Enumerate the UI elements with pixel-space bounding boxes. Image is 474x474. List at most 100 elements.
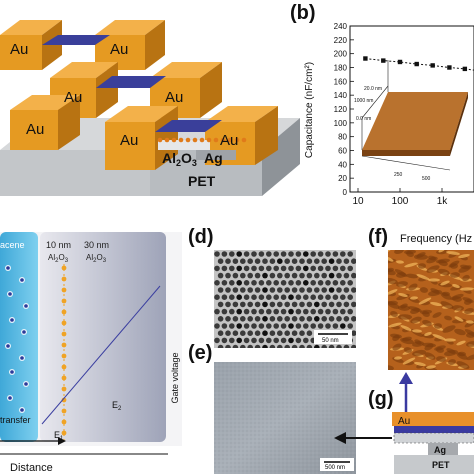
nanoparticle <box>314 301 320 308</box>
nanoparticle-dot <box>61 331 67 337</box>
nanoparticle <box>317 294 324 300</box>
nanoparticle <box>343 301 350 308</box>
nanoparticle <box>284 344 290 348</box>
nanoparticle <box>243 280 250 286</box>
oxide-10nm-material: Al2O3 <box>48 253 69 264</box>
au-electrode-left <box>392 412 410 426</box>
ag-gate <box>196 150 236 160</box>
nanoparticle <box>328 344 335 348</box>
nanoparticle <box>243 294 250 300</box>
nanoparticle <box>236 337 242 344</box>
y-tick-label: 80 <box>338 133 347 142</box>
carrier <box>20 408 24 412</box>
afm-grain <box>464 329 474 337</box>
nanoparticle <box>273 337 279 344</box>
dielectric-layer <box>393 432 474 444</box>
nanoparticle-dots <box>61 265 67 436</box>
nanoparticle <box>299 301 305 308</box>
y-tick-label: 140 <box>334 91 348 100</box>
nanoparticle <box>306 258 313 264</box>
afm-grain <box>414 339 422 345</box>
nanoparticle <box>251 308 257 315</box>
au-electrode-right <box>392 412 474 426</box>
au-pad-back-right <box>95 20 165 70</box>
nanoparticle <box>280 323 287 329</box>
nanoparticle <box>266 308 272 315</box>
nanoparticle <box>247 258 253 264</box>
afm-grain <box>408 306 422 312</box>
data-point <box>363 56 368 61</box>
afm-grain <box>438 268 450 276</box>
nanoparticle <box>243 265 250 272</box>
nanoparticle <box>351 301 356 308</box>
nanoparticle <box>273 280 279 286</box>
panel-label-e: (e) <box>188 342 213 364</box>
gate-voltage-label: Gate voltage <box>170 352 180 403</box>
nanoparticle <box>295 280 302 286</box>
carrier <box>20 278 24 282</box>
nanoparticle <box>217 287 224 293</box>
afm-grain <box>408 283 418 291</box>
afm-grain <box>400 325 412 331</box>
nanoparticle <box>277 272 283 279</box>
afm-grain <box>462 297 474 303</box>
afm-grain <box>388 322 402 328</box>
afm-grain <box>394 250 404 255</box>
transfer-arrow-head <box>58 437 66 445</box>
carrier <box>10 318 14 322</box>
afm-grain <box>414 361 426 367</box>
nanoparticle <box>247 330 253 336</box>
nanoparticle <box>310 308 316 315</box>
e1-label: E1 <box>54 430 64 442</box>
afm-grain <box>398 292 408 298</box>
nanoparticle <box>317 308 324 315</box>
afm-grain <box>448 260 460 268</box>
nanoparticle <box>217 316 224 322</box>
nanoparticle <box>351 344 356 348</box>
data-point <box>462 66 468 72</box>
nanoparticle <box>332 265 339 272</box>
nanoparticle-dot <box>61 309 67 315</box>
afm-grain <box>450 272 460 278</box>
nanoparticle <box>317 251 324 257</box>
nanoparticle <box>314 287 320 293</box>
carrier <box>8 396 12 400</box>
nanoparticle <box>232 287 239 293</box>
nanoparticle <box>262 301 268 308</box>
nanoparticle-dot <box>61 364 67 370</box>
nanoparticle <box>351 316 356 322</box>
afm-grain <box>454 328 466 336</box>
y-tick-label: 200 <box>334 50 348 59</box>
afm-grain <box>452 305 464 311</box>
nanoparticle <box>321 272 327 279</box>
data-point <box>447 65 452 70</box>
afm-grain <box>388 267 394 273</box>
nanoparticle <box>347 323 353 329</box>
nanoparticle <box>232 316 239 322</box>
ag-label: Ag <box>434 445 446 455</box>
nanoparticle <box>254 258 261 264</box>
afm-grain <box>446 251 460 255</box>
afm-grain <box>390 333 402 339</box>
nanoparticle <box>295 337 302 344</box>
nanoparticle-dot <box>61 298 67 304</box>
nanoparticle <box>303 323 309 329</box>
nanoparticle <box>217 258 224 264</box>
nanoparticle <box>266 337 272 344</box>
afm-grain <box>400 303 408 309</box>
semiconductor-layer <box>394 426 474 433</box>
afm-grain <box>418 263 426 269</box>
panel-label-g: (g) <box>368 388 394 410</box>
nanoparticle-row <box>157 137 247 143</box>
nanoparticle <box>288 323 294 329</box>
scale-bar-label: 500 nm <box>325 465 345 471</box>
nanoparticle <box>299 344 305 348</box>
x-axis-ticks: 101001k10k <box>352 188 448 207</box>
nanoparticle <box>258 280 265 286</box>
nanoparticle <box>247 272 253 279</box>
au-pad-front-left <box>10 95 80 150</box>
nanoparticle <box>328 272 335 279</box>
nanoparticle <box>280 308 287 315</box>
potential-line <box>41 285 161 425</box>
panel-g-device-cross-section: Au Ag PET <box>334 372 474 474</box>
